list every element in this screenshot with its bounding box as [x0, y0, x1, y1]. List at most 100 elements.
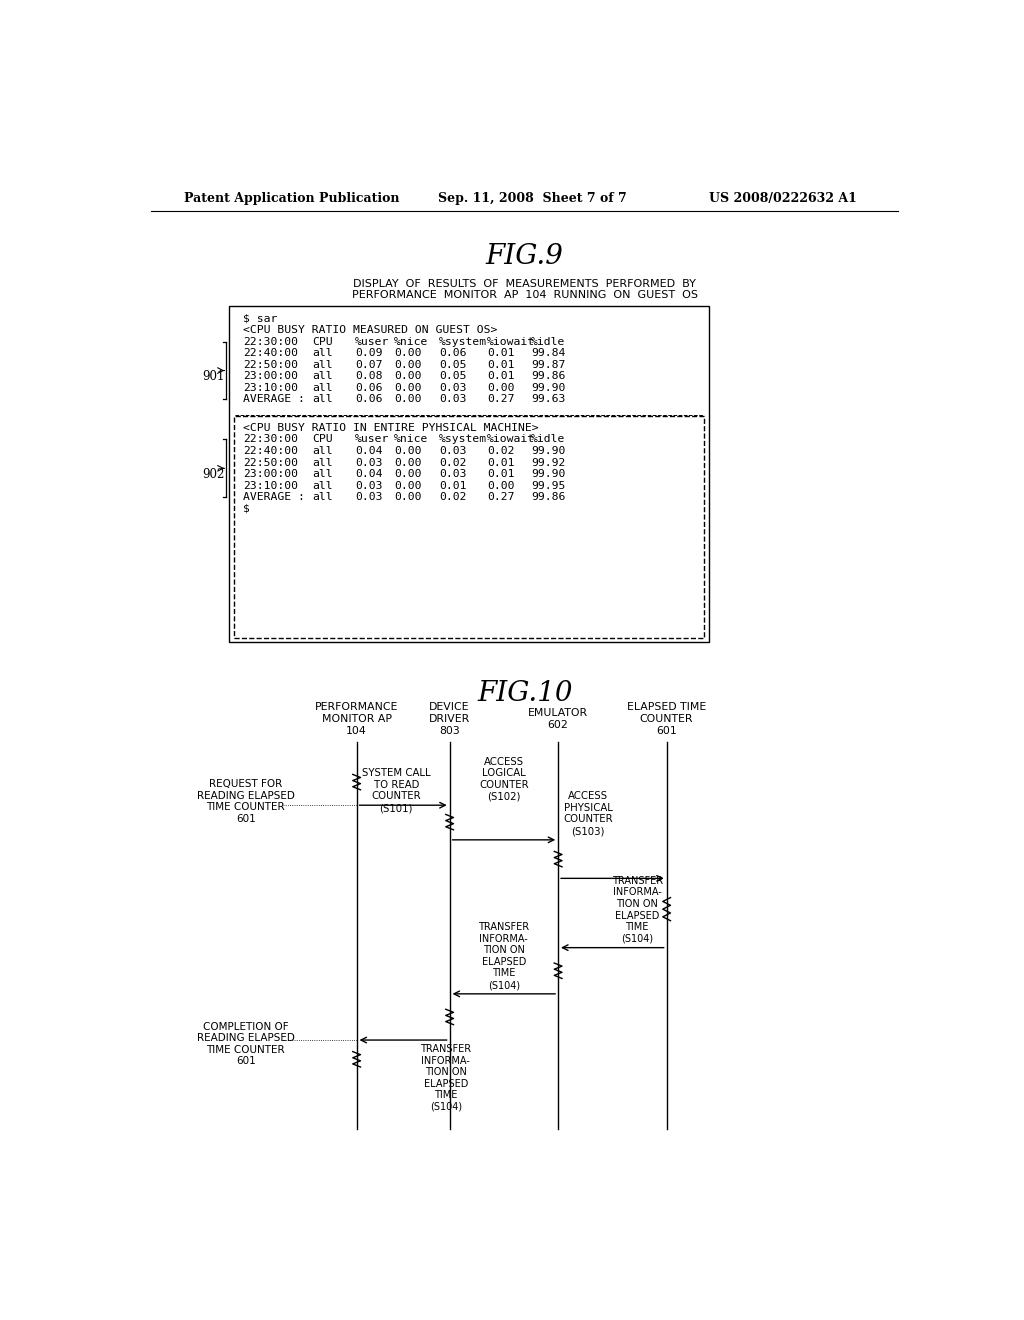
Text: 0.07: 0.07: [355, 360, 383, 370]
Text: 0.00: 0.00: [394, 480, 421, 491]
Text: 0.01: 0.01: [486, 458, 514, 467]
Text: FIG.10: FIG.10: [477, 680, 572, 708]
Text: %user: %user: [355, 337, 389, 347]
Text: 22:40:00: 22:40:00: [243, 446, 298, 455]
Text: all: all: [312, 348, 333, 358]
Text: all: all: [312, 446, 333, 455]
Text: %system: %system: [438, 337, 486, 347]
Text: COMPLETION OF
READING ELAPSED
TIME COUNTER
601: COMPLETION OF READING ELAPSED TIME COUNT…: [197, 1022, 295, 1067]
Text: 99.90: 99.90: [531, 469, 565, 479]
Text: %nice: %nice: [394, 337, 428, 347]
Text: 0.27: 0.27: [486, 492, 514, 502]
Text: CPU: CPU: [312, 434, 333, 445]
Text: all: all: [312, 469, 333, 479]
Text: AVERAGE :: AVERAGE :: [243, 395, 304, 404]
Text: 99.90: 99.90: [531, 383, 565, 393]
Text: 0.00: 0.00: [486, 383, 514, 393]
Text: 0.06: 0.06: [355, 395, 383, 404]
Text: %iowait: %iowait: [486, 337, 535, 347]
Text: FIG.9: FIG.9: [485, 243, 564, 271]
Text: 22:50:00: 22:50:00: [243, 360, 298, 370]
Text: <CPU BUSY RATIO MEASURED ON GUEST OS>: <CPU BUSY RATIO MEASURED ON GUEST OS>: [243, 325, 497, 335]
Text: 0.00: 0.00: [394, 458, 421, 467]
Text: DEVICE
DRIVER
803: DEVICE DRIVER 803: [429, 702, 470, 735]
Text: 0.06: 0.06: [355, 383, 383, 393]
Text: DISPLAY  OF  RESULTS  OF  MEASUREMENTS  PERFORMED  BY: DISPLAY OF RESULTS OF MEASUREMENTS PERFO…: [353, 279, 696, 289]
Text: EMULATOR
602: EMULATOR 602: [528, 708, 588, 730]
Text: 0.03: 0.03: [355, 480, 383, 491]
Text: 99.87: 99.87: [531, 360, 565, 370]
Text: 0.00: 0.00: [394, 360, 421, 370]
Text: 99.92: 99.92: [531, 458, 565, 467]
Text: %idle: %idle: [531, 434, 565, 445]
Text: Sep. 11, 2008  Sheet 7 of 7: Sep. 11, 2008 Sheet 7 of 7: [438, 191, 627, 205]
Text: 0.01: 0.01: [486, 469, 514, 479]
Text: 23:00:00: 23:00:00: [243, 469, 298, 479]
Text: 0.04: 0.04: [355, 446, 383, 455]
Text: 0.05: 0.05: [438, 360, 466, 370]
Text: 0.00: 0.00: [486, 480, 514, 491]
Text: 0.03: 0.03: [355, 458, 383, 467]
Text: 0.00: 0.00: [394, 469, 421, 479]
Text: 99.84: 99.84: [531, 348, 565, 358]
Text: 99.63: 99.63: [531, 395, 565, 404]
Text: AVERAGE :: AVERAGE :: [243, 492, 304, 502]
Text: 23:10:00: 23:10:00: [243, 480, 298, 491]
Text: %iowait: %iowait: [486, 434, 535, 445]
Text: 0.01: 0.01: [486, 348, 514, 358]
Text: 0.03: 0.03: [355, 492, 383, 502]
Bar: [234, 416, 703, 638]
Text: 0.04: 0.04: [355, 469, 383, 479]
Text: ACCESS
PHYSICAL
COUNTER
(S103): ACCESS PHYSICAL COUNTER (S103): [563, 791, 613, 836]
Text: TRANSFER
INFORMA-
TION ON
ELAPSED
TIME
(S104): TRANSFER INFORMA- TION ON ELAPSED TIME (…: [420, 1044, 471, 1111]
Text: <CPU BUSY RATIO IN ENTIRE PYHSICAL MACHINE>: <CPU BUSY RATIO IN ENTIRE PYHSICAL MACHI…: [243, 422, 539, 433]
Text: Patent Application Publication: Patent Application Publication: [183, 191, 399, 205]
Text: CPU: CPU: [312, 337, 333, 347]
Text: 0.05: 0.05: [438, 371, 466, 381]
Text: 0.03: 0.03: [438, 383, 466, 393]
Text: ACCESS
LOGICAL
COUNTER
(S102): ACCESS LOGICAL COUNTER (S102): [479, 756, 528, 801]
Text: 22:30:00: 22:30:00: [243, 337, 298, 347]
Bar: [228, 306, 710, 642]
Text: 0.02: 0.02: [486, 446, 514, 455]
Text: 23:00:00: 23:00:00: [243, 371, 298, 381]
Text: 0.02: 0.02: [438, 492, 466, 502]
Text: all: all: [312, 383, 333, 393]
Text: 99.95: 99.95: [531, 480, 565, 491]
Text: 901: 901: [203, 370, 225, 383]
Text: all: all: [312, 371, 333, 381]
Text: all: all: [312, 395, 333, 404]
Text: 0.06: 0.06: [438, 348, 466, 358]
Text: SYSTEM CALL
TO READ
COUNTER
(S101): SYSTEM CALL TO READ COUNTER (S101): [362, 768, 431, 813]
Text: $: $: [243, 504, 250, 513]
Text: 0.03: 0.03: [438, 446, 466, 455]
Text: 902: 902: [203, 467, 225, 480]
Text: 99.90: 99.90: [531, 446, 565, 455]
Text: 23:10:00: 23:10:00: [243, 383, 298, 393]
Text: US 2008/0222632 A1: US 2008/0222632 A1: [710, 191, 857, 205]
Text: 0.01: 0.01: [486, 371, 514, 381]
Text: 0.00: 0.00: [394, 383, 421, 393]
Text: 0.00: 0.00: [394, 371, 421, 381]
Text: 0.00: 0.00: [394, 492, 421, 502]
Text: PERFORMANCE
MONITOR AP
104: PERFORMANCE MONITOR AP 104: [315, 702, 398, 735]
Text: all: all: [312, 360, 333, 370]
Text: 0.08: 0.08: [355, 371, 383, 381]
Text: 0.00: 0.00: [394, 395, 421, 404]
Text: 0.01: 0.01: [438, 480, 466, 491]
Text: %user: %user: [355, 434, 389, 445]
Text: TRANSFER
INFORMA-
TION ON
ELAPSED
TIME
(S104): TRANSFER INFORMA- TION ON ELAPSED TIME (…: [611, 875, 663, 944]
Text: all: all: [312, 492, 333, 502]
Text: $ sar: $ sar: [243, 314, 278, 323]
Text: 99.86: 99.86: [531, 492, 565, 502]
Text: 0.27: 0.27: [486, 395, 514, 404]
Text: all: all: [312, 458, 333, 467]
Text: 0.02: 0.02: [438, 458, 466, 467]
Text: 0.03: 0.03: [438, 395, 466, 404]
Text: 22:40:00: 22:40:00: [243, 348, 298, 358]
Text: 99.86: 99.86: [531, 371, 565, 381]
Text: REQUEST FOR
READING ELAPSED
TIME COUNTER
601: REQUEST FOR READING ELAPSED TIME COUNTER…: [197, 779, 295, 824]
Text: TRANSFER
INFORMA-
TION ON
ELAPSED
TIME
(S104): TRANSFER INFORMA- TION ON ELAPSED TIME (…: [478, 921, 529, 990]
Text: %system: %system: [438, 434, 486, 445]
Text: %nice: %nice: [394, 434, 428, 445]
